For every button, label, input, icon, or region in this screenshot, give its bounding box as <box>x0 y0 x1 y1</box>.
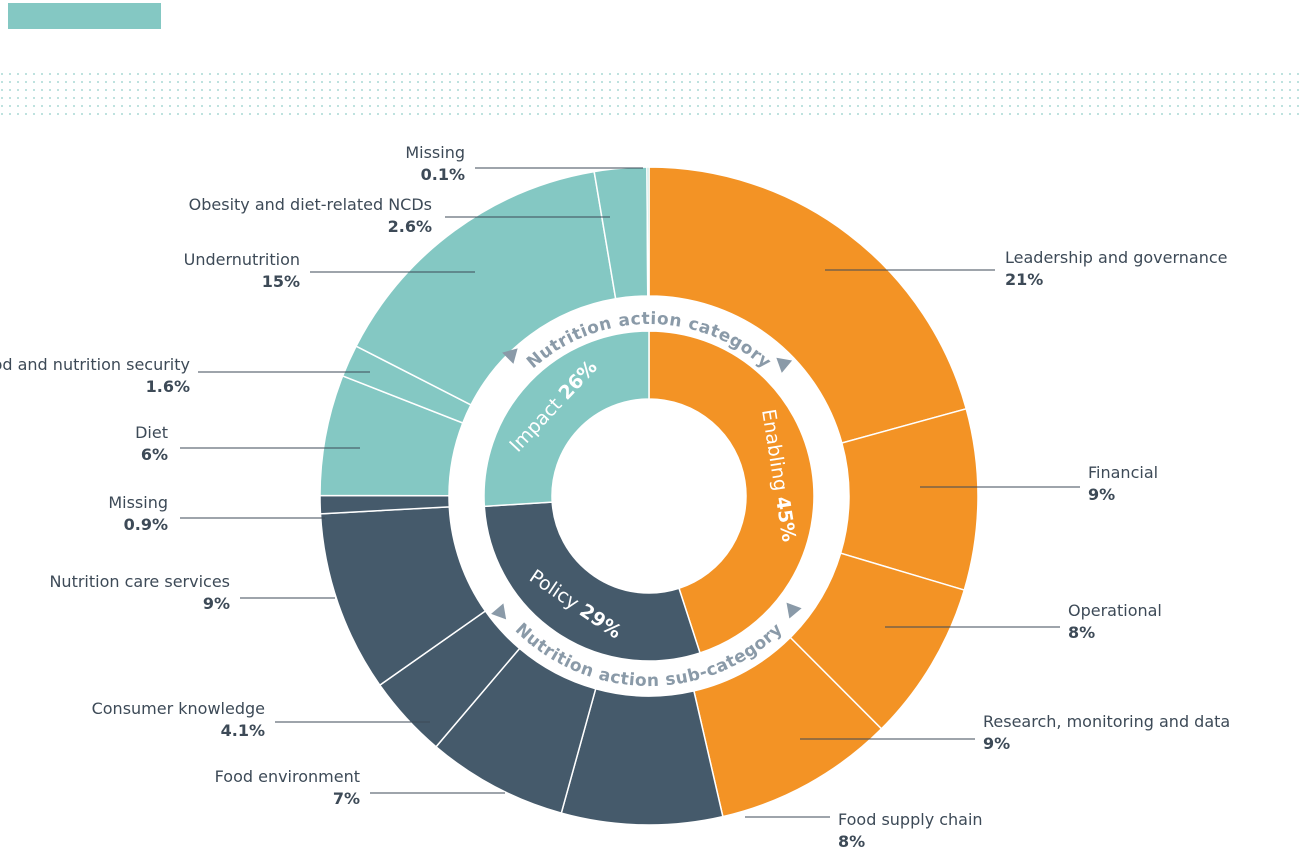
segment-name: Diet <box>135 423 168 442</box>
segment-name: Undernutrition <box>184 250 300 269</box>
segment-name: Consumer knowledge <box>92 699 265 718</box>
arrow <box>502 348 518 364</box>
dotted-band <box>0 68 1300 116</box>
segment-value: 8% <box>838 832 865 851</box>
segment-value: 8% <box>1068 623 1095 642</box>
arrow <box>776 357 793 373</box>
segment-name: Missing <box>405 143 465 162</box>
segment-name: Research, monitoring and data <box>983 712 1230 731</box>
segment-name: Missing <box>108 493 168 512</box>
labels: Leadership and governance 21% Financial 9% O… <box>0 143 1230 851</box>
segment-name: Operational <box>1068 601 1162 620</box>
arrow <box>786 602 802 619</box>
segment-name: Financial <box>1088 463 1158 482</box>
segment-value: 9% <box>1088 485 1115 504</box>
rings: Enabling 45%Policy 29%Impact 26% <box>319 166 979 826</box>
inner-segment <box>483 330 650 508</box>
segment-value: 0.1% <box>421 165 465 184</box>
segment-value: 15% <box>262 272 300 291</box>
segment-value: 4.1% <box>221 721 265 740</box>
segment-value: 0.9% <box>124 515 168 534</box>
outer-segment <box>646 166 650 297</box>
outer-segment <box>648 166 968 444</box>
segment-value: 6% <box>141 445 168 464</box>
segment-value: 1.6% <box>146 377 190 396</box>
segment-name: Nutrition care services <box>49 572 230 591</box>
segment-name: Obesity and diet-related NCDs <box>189 195 432 214</box>
segment-name: Food environment <box>215 767 360 786</box>
segment-value: 2.6% <box>388 217 432 236</box>
inner-segment <box>483 501 701 662</box>
segment-name: Food supply chain <box>838 810 983 829</box>
segment-value: 9% <box>203 594 230 613</box>
segment-value: 21% <box>1005 270 1043 289</box>
inner-segment <box>648 330 815 654</box>
segment-value: 9% <box>983 734 1010 753</box>
segment-name: Food and nutrition security <box>0 355 190 374</box>
segment-name: Leadership and governance <box>1005 248 1228 267</box>
arrow <box>491 603 507 620</box>
header-bar <box>8 3 161 29</box>
segment-value: 7% <box>333 789 360 808</box>
